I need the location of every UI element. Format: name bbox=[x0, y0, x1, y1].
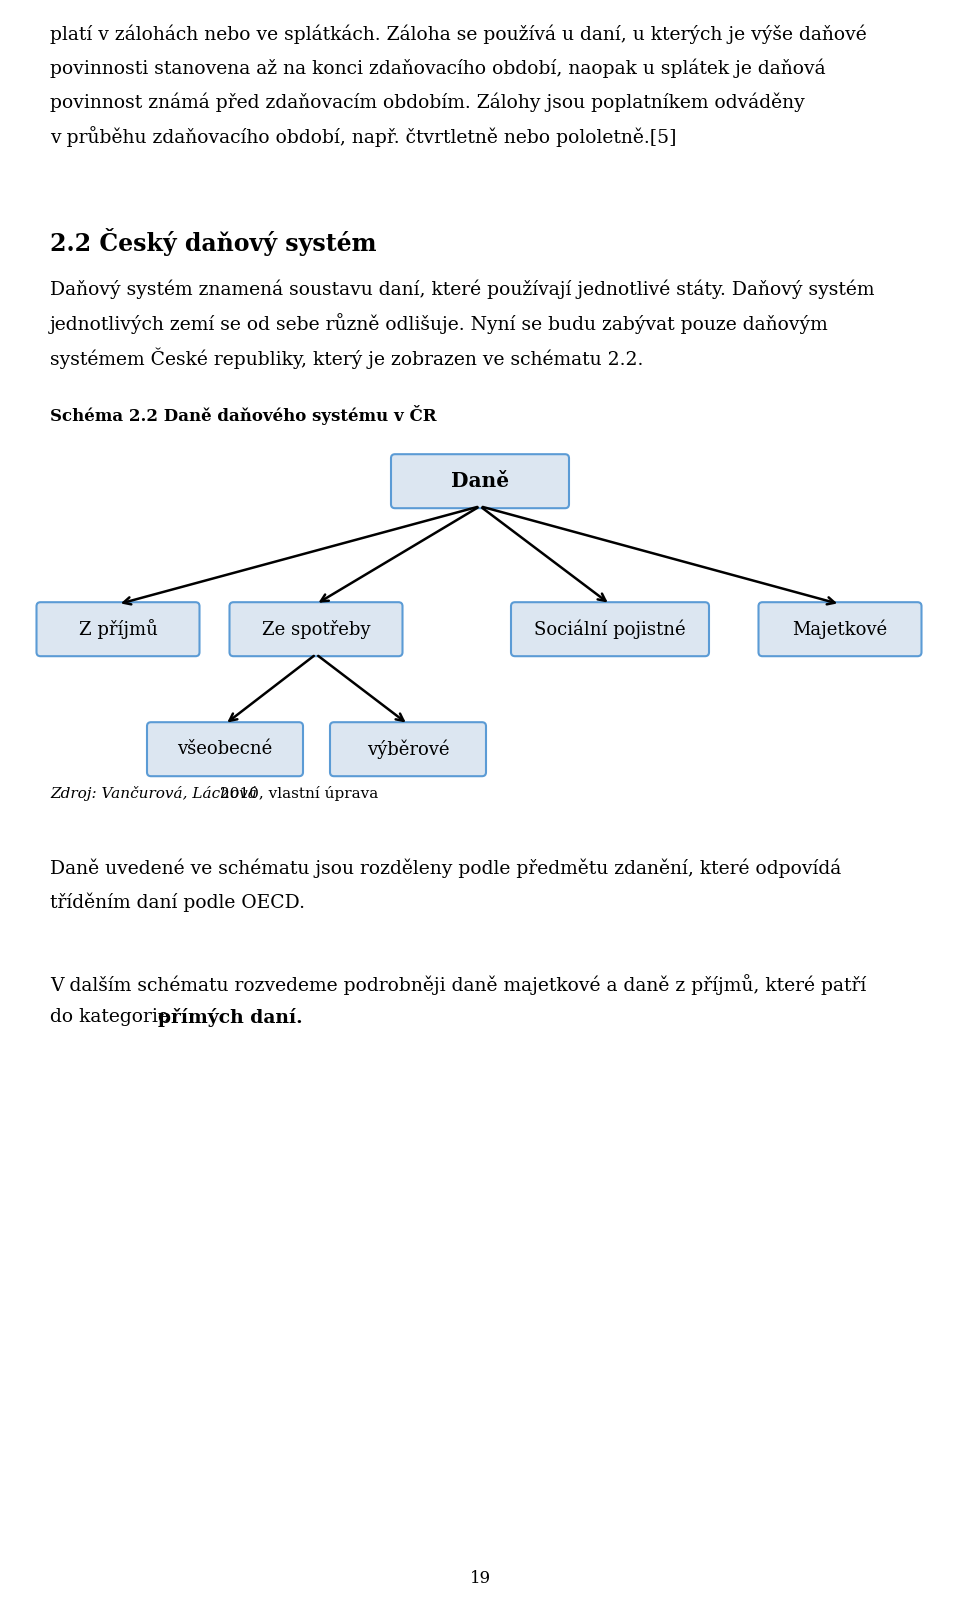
Text: přímých daní.: přímých daní. bbox=[158, 1007, 302, 1027]
Text: všeobecné: všeobecné bbox=[178, 740, 273, 758]
Text: tříděním daní podle OECD.: tříděním daní podle OECD. bbox=[50, 893, 305, 912]
Text: 2.2 Český daňový systém: 2.2 Český daňový systém bbox=[50, 228, 376, 256]
FancyBboxPatch shape bbox=[36, 602, 200, 656]
Text: 2010, vlastní úprava: 2010, vlastní úprava bbox=[215, 787, 378, 801]
Text: Sociální pojistné: Sociální pojistné bbox=[534, 619, 685, 639]
Text: povinnost známá před zdaňovacím obdobím. Zálohy jsou poplatníkem odváděny: povinnost známá před zdaňovacím obdobím.… bbox=[50, 92, 804, 111]
Text: povinnosti stanovena až na konci zdaňovacího období, naopak u splátek je daňová: povinnosti stanovena až na konci zdaňova… bbox=[50, 58, 826, 77]
Text: v průběhu zdaňovacího období, např. čtvrtletně nebo pololetně.[5]: v průběhu zdaňovacího období, např. čtvr… bbox=[50, 126, 677, 146]
Text: jednotlivých zemí se od sebe různě odlišuje. Nyní se budu zabývat pouze daňovým: jednotlivých zemí se od sebe různě odliš… bbox=[50, 314, 828, 335]
Text: V dalším schématu rozvedeme podrobněji daně majetkové a daně z příjmů, které pat: V dalším schématu rozvedeme podrobněji d… bbox=[50, 973, 866, 994]
Text: Majetkové: Majetkové bbox=[792, 619, 888, 639]
FancyBboxPatch shape bbox=[330, 722, 486, 776]
Text: Zdroj: Vančurová, Láchová: Zdroj: Vančurová, Láchová bbox=[50, 787, 257, 801]
Text: Z příjmů: Z příjmů bbox=[79, 619, 157, 639]
FancyBboxPatch shape bbox=[758, 602, 922, 656]
Text: systémem České republiky, který je zobrazen ve schématu 2.2.: systémem České republiky, který je zobra… bbox=[50, 348, 643, 368]
Text: Daně uvedené ve schématu jsou rozděleny podle předmětu zdanění, které odpovídá: Daně uvedené ve schématu jsou rozděleny … bbox=[50, 858, 841, 879]
Text: Daňový systém znamená soustavu daní, které používají jednotlivé státy. Daňový sy: Daňový systém znamená soustavu daní, kte… bbox=[50, 278, 875, 299]
FancyBboxPatch shape bbox=[511, 602, 709, 656]
Text: Daně: Daně bbox=[451, 471, 509, 491]
Text: Ze spotřeby: Ze spotřeby bbox=[262, 619, 371, 639]
Text: do kategorie: do kategorie bbox=[50, 1007, 175, 1027]
FancyBboxPatch shape bbox=[391, 454, 569, 508]
Text: 19: 19 bbox=[469, 1570, 491, 1586]
Text: platí v zálohách nebo ve splátkách. Záloha se používá u daní, u kterých je výše : platí v zálohách nebo ve splátkách. Zálo… bbox=[50, 24, 867, 43]
Text: výběrové: výběrové bbox=[367, 740, 449, 759]
FancyBboxPatch shape bbox=[147, 722, 303, 776]
Text: Schéma 2.2 Daně daňového systému v ČR: Schéma 2.2 Daně daňového systému v ČR bbox=[50, 405, 437, 425]
FancyBboxPatch shape bbox=[229, 602, 402, 656]
